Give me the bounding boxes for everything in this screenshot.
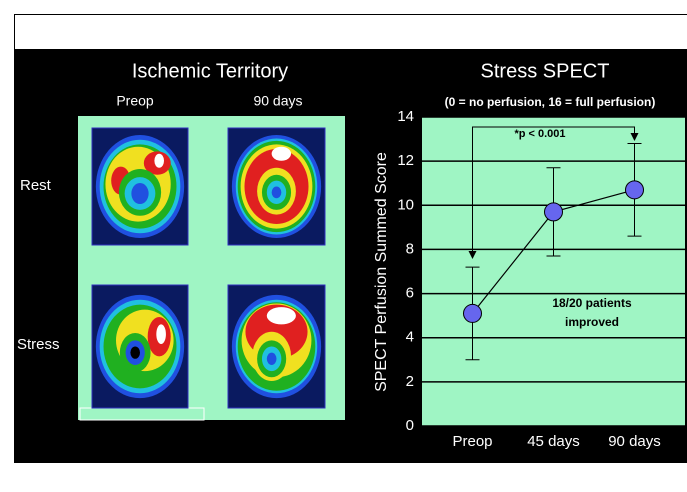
- slide: Ischemic Territory Preop 90 days Rest St…: [0, 0, 687, 492]
- scan-ring: [272, 187, 282, 199]
- x-tick-label: Preop: [452, 433, 492, 450]
- annotation: improved: [565, 315, 619, 329]
- y-tick-label: 14: [397, 108, 414, 125]
- scan-ring: [267, 307, 296, 324]
- column-label: 90 days: [253, 93, 302, 109]
- y-tick-label: 12: [397, 152, 414, 169]
- row-label: Rest: [20, 177, 52, 194]
- scan-ring: [267, 353, 277, 365]
- panel-title: Ischemic Territory: [132, 60, 288, 82]
- plot-area: [422, 117, 685, 426]
- data-point: [626, 181, 644, 199]
- y-tick-label: 4: [406, 329, 414, 346]
- scan-ring: [131, 183, 148, 204]
- column-label: Preop: [116, 93, 154, 109]
- data-point: [545, 203, 563, 221]
- y-tick-label: 0: [406, 417, 414, 434]
- scan-ring: [154, 154, 164, 168]
- y-tick-label: 2: [406, 373, 414, 390]
- x-tick-label: 90 days: [608, 433, 661, 450]
- scan-ring: [130, 347, 140, 359]
- chart-subtitle: (0 = no perfusion, 16 = full perfusion): [445, 95, 656, 109]
- y-tick-label: 6: [406, 285, 414, 302]
- x-tick-label: 45 days: [527, 433, 580, 450]
- scan-ring: [156, 324, 166, 344]
- annotation: 18/20 patients: [552, 296, 632, 310]
- y-axis-label: SPECT Perfusion Summed Score: [373, 152, 390, 392]
- data-point: [464, 304, 482, 322]
- y-tick-label: 8: [406, 240, 414, 257]
- y-tick-label: 10: [397, 196, 414, 213]
- row-label: Stress: [17, 336, 60, 353]
- annotation: *p < 0.001: [514, 128, 565, 140]
- chart-title: Stress SPECT: [481, 60, 610, 82]
- scan-ring: [272, 147, 291, 161]
